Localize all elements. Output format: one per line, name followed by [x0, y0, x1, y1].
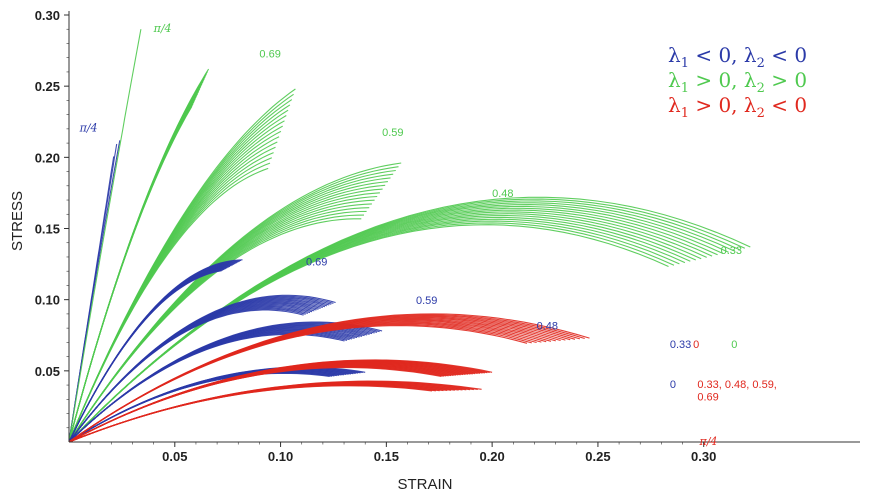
annotation-label: 0.48 — [492, 188, 513, 200]
x-tick-label: 0.10 — [268, 449, 293, 464]
annotation-label: 0.59 — [382, 127, 403, 139]
annotation-label: π/4 — [153, 22, 172, 35]
y-tick-label: 0.15 — [35, 222, 60, 237]
curve-green — [68, 29, 142, 443]
y-axis-title: STRESS — [9, 191, 26, 251]
curve-red — [68, 364, 459, 443]
curve-bundle-blue — [68, 294, 336, 443]
legend-text: λ — [668, 68, 681, 92]
y-tick-label: 0.10 — [35, 293, 60, 308]
curve-bundle-green — [68, 196, 751, 443]
annotation-label: 0.69 — [697, 392, 718, 404]
curve-bundle-green — [68, 68, 210, 443]
legend-text: < 0, λ — [689, 43, 757, 67]
annotation-label: 0.48 — [537, 321, 558, 333]
x-tick-label: 0.25 — [585, 449, 610, 464]
curve-green — [68, 192, 380, 443]
curve-red — [68, 366, 447, 443]
tick-labels: 0.05 0.10 0.15 0.20 0.25 0.30 0.05 0.10 0.15 0.20… — [35, 8, 717, 464]
annotation-label: 0.33, 0.48, 0.59, — [697, 379, 777, 391]
legend-entry: λ1 > 0, λ2 < 0 — [668, 93, 807, 121]
legend: λ1 < 0, λ2 < 0λ1 > 0, λ2 > 0λ1 > 0, λ2 <… — [668, 43, 807, 121]
curve-bundle-red — [68, 359, 493, 443]
curve-red — [68, 365, 452, 443]
annotation-label: π/4 — [79, 122, 98, 135]
legend-text: λ — [668, 93, 681, 117]
curve-red — [68, 385, 433, 443]
y-tick-label: 0.20 — [35, 150, 60, 165]
legend-text: 2 — [757, 81, 765, 96]
curves-layer — [68, 29, 751, 443]
curve-blue — [68, 270, 222, 443]
curve-green — [68, 106, 193, 443]
curve-red — [68, 325, 528, 443]
legend-text: > 0, λ — [689, 68, 757, 92]
curve-blue — [68, 372, 330, 443]
annotation-label: 0.59 — [416, 295, 437, 307]
annotation-label: 0.33 — [721, 245, 742, 257]
legend-text: 2 — [757, 56, 765, 71]
legend-entry: λ1 < 0, λ2 < 0 — [668, 43, 807, 71]
y-tick-label: 0.30 — [35, 8, 60, 23]
legend-text: > 0, λ — [689, 93, 757, 117]
curve-green — [68, 224, 669, 443]
curve-bundle-red — [68, 313, 590, 443]
y-tick-label: 0.25 — [35, 79, 60, 94]
x-tick-label: 0.05 — [162, 449, 187, 464]
annotation-label: π/4 — [698, 435, 717, 448]
curve-bundle-green — [68, 29, 142, 443]
annotation-label: 0 — [731, 339, 737, 351]
x-axis-title: STRAIN — [397, 476, 452, 493]
legend-text: 1 — [681, 56, 689, 71]
curve-bundle-blue — [68, 259, 243, 443]
annotation-label: 0 — [693, 339, 699, 351]
curve-red — [68, 365, 454, 443]
legend-text: 1 — [681, 106, 689, 121]
curve-red — [68, 366, 442, 443]
legend-text: < 0 — [765, 93, 807, 117]
curve-green — [68, 218, 362, 443]
curve-bundle-red — [68, 380, 482, 443]
annotations: π/40.69π/4 0.590.480.690.330.590.480.33 0 0… — [79, 22, 777, 448]
legend-text: 1 — [681, 81, 689, 96]
annotation-label: 0 — [670, 379, 676, 391]
curve-green — [68, 195, 378, 443]
y-tick-label: 0.05 — [35, 364, 60, 379]
curve-green — [68, 167, 269, 443]
curve-red — [68, 365, 449, 443]
curve-bundle-green — [68, 88, 296, 443]
annotation-label: 0.69 — [259, 49, 280, 61]
curve-green — [68, 199, 375, 443]
x-tick-label: 0.30 — [691, 449, 716, 464]
annotation-label: 0.69 — [306, 257, 327, 269]
curve-red — [68, 364, 456, 443]
x-tick-label: 0.20 — [479, 449, 504, 464]
annotation-label: 0.33 — [670, 339, 691, 351]
curve-blue — [68, 309, 304, 443]
legend-text: λ — [668, 43, 681, 67]
legend-entry: λ1 > 0, λ2 > 0 — [668, 68, 807, 96]
legend-text: < 0 — [765, 43, 807, 67]
legend-text: 2 — [757, 106, 765, 121]
x-tick-label: 0.15 — [374, 449, 399, 464]
legend-text: > 0 — [765, 68, 807, 92]
axes — [68, 11, 860, 443]
curve-red — [68, 366, 444, 443]
